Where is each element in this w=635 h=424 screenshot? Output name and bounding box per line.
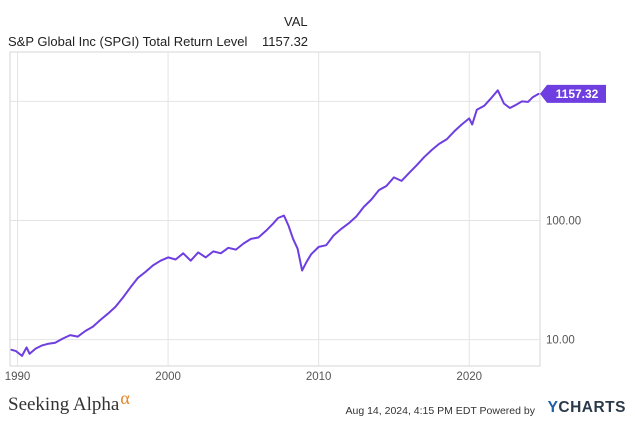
timestamp: Aug 14, 2024, 4:15 PM EDT <box>345 405 477 417</box>
series-line <box>10 89 540 357</box>
powered-by-label: Powered by <box>479 405 535 417</box>
ycharts-logo-text: CHARTS <box>558 399 626 416</box>
end-label-badge <box>540 84 606 103</box>
x-tick-label: 2010 <box>306 371 332 383</box>
y-tick-label: 10.00 <box>546 335 575 347</box>
legend: VAL S&P Global Inc (SPGI) Total Return L… <box>8 14 338 54</box>
alpha-symbol-icon: α <box>120 388 130 408</box>
ycharts-logo[interactable]: YCHARTS <box>548 399 626 417</box>
brand-name: Seeking Alpha <box>8 394 120 415</box>
legend-series-value: 1157.32 <box>262 34 309 49</box>
legend-column-header: VAL <box>284 14 308 29</box>
timestamp-credit: Aug 14, 2024, 4:15 PM EDT Powered by <box>345 405 535 417</box>
end-value-label: 1157.32 <box>540 84 606 103</box>
end-label-text: 1157.32 <box>556 87 599 101</box>
plot-area <box>9 51 541 367</box>
x-tick-label: 2000 <box>155 371 181 383</box>
legend-series-name: S&P Global Inc (SPGI) Total Return Level <box>8 34 248 49</box>
x-tick-label: 1990 <box>5 371 31 383</box>
y-tick-label: 100.00 <box>546 215 581 227</box>
ycharts-logo-y: Y <box>547 399 559 416</box>
line-chart: 10.00 100.00 1990 2000 2010 2020 1157.32 <box>5 51 606 383</box>
footer: Seeking Alphaα Aug 14, 2024, 4:15 PM EDT… <box>0 388 635 424</box>
x-tick-label: 2020 <box>456 371 482 383</box>
seeking-alpha-logo[interactable]: Seeking Alphaα <box>8 388 130 416</box>
